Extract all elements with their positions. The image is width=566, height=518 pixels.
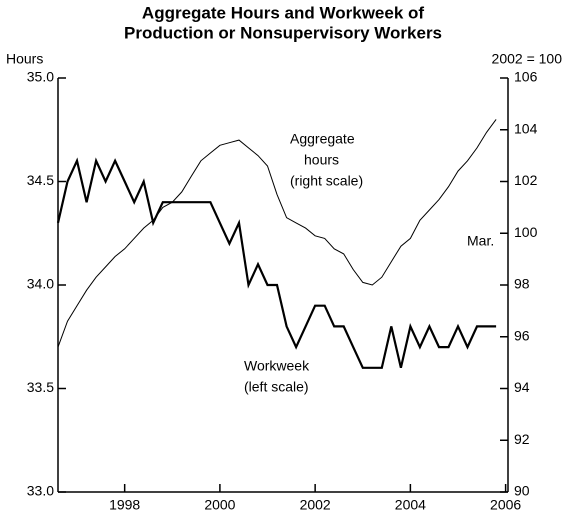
chart-title: Production or Nonsupervisory Workers xyxy=(124,23,442,42)
y2-axis-label: 2002 = 100 xyxy=(492,51,563,67)
chart-title: Aggregate Hours and Workweek of xyxy=(142,3,424,22)
y-tick-label: 34.0 xyxy=(27,276,54,292)
y2-tick-label: 92 xyxy=(514,431,530,447)
x-tick-label: 1998 xyxy=(109,497,140,513)
y2-tick-label: 100 xyxy=(514,224,538,240)
data-line xyxy=(57,119,497,348)
y2-tick-label: 104 xyxy=(514,120,538,136)
y2-tick-label: 96 xyxy=(514,327,530,343)
x-tick-label: 2006 xyxy=(490,497,521,513)
y2-tick-label: 98 xyxy=(514,276,530,292)
annotation: Mar. xyxy=(467,233,494,249)
y2-tick-label: 94 xyxy=(514,379,530,395)
annotation: Workweek xyxy=(244,358,310,374)
annotation: (left scale) xyxy=(244,379,309,395)
annotation: Aggregate xyxy=(290,131,355,147)
annotation: hours xyxy=(304,152,339,168)
y2-tick-label: 102 xyxy=(514,172,538,188)
x-tick-label: 2004 xyxy=(395,497,426,513)
y-tick-label: 33.5 xyxy=(27,379,54,395)
data-line xyxy=(56,157,497,369)
y2-tick-label: 90 xyxy=(514,483,530,499)
x-tick-label: 2002 xyxy=(300,497,331,513)
y-axis-label: Hours xyxy=(6,51,43,67)
annotation: (right scale) xyxy=(290,173,363,189)
y-tick-label: 33.0 xyxy=(27,483,54,499)
y2-tick-label: 106 xyxy=(514,69,538,85)
y-tick-label: 34.5 xyxy=(27,172,54,188)
x-tick-label: 2000 xyxy=(204,497,235,513)
y-tick-label: 35.0 xyxy=(27,69,54,85)
